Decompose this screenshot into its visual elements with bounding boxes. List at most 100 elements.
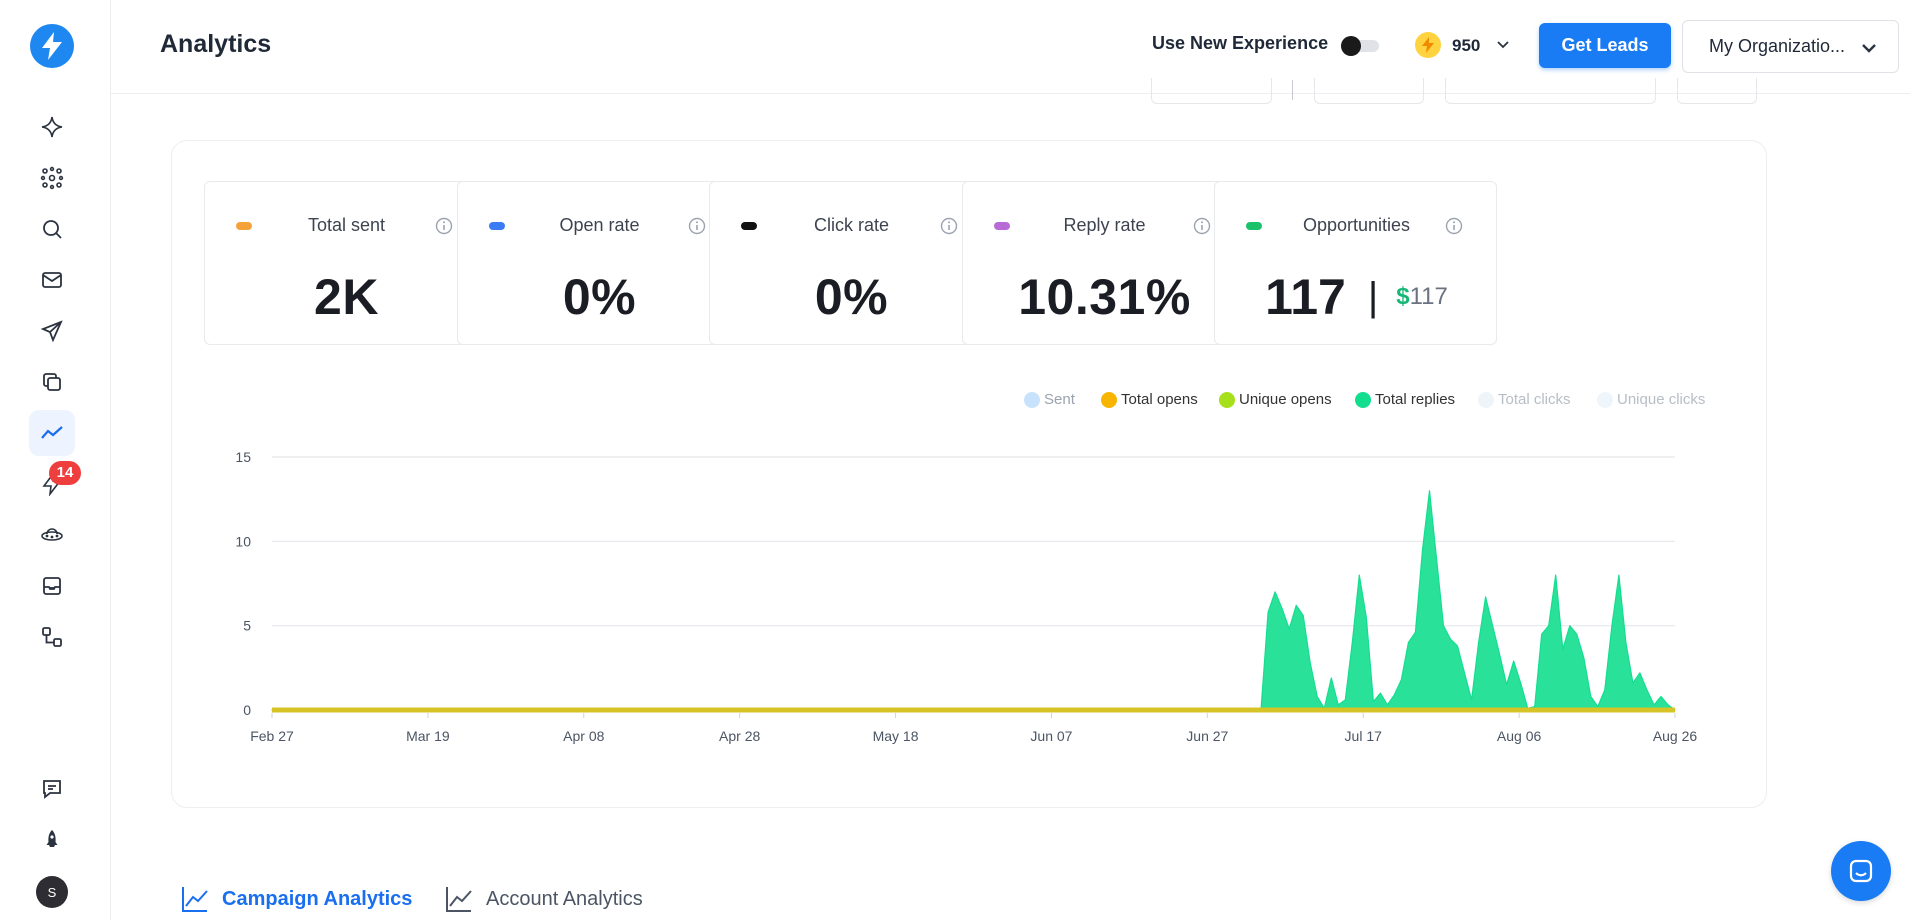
y-tick-label: 10 <box>235 533 251 549</box>
page-title: Analytics <box>160 30 272 58</box>
new-experience-toggle[interactable] <box>1341 36 1381 56</box>
info-icon[interactable] <box>688 217 706 235</box>
y-tick-label: 15 <box>235 449 251 465</box>
legend-label: Total replies <box>1375 391 1456 408</box>
tab-campaign-analytics[interactable]: Campaign Analytics <box>180 884 412 914</box>
notifications-badge: 14 <box>49 461 81 485</box>
legend-item-unique-opens[interactable]: Unique opens <box>1219 391 1332 408</box>
search-icon[interactable] <box>36 213 68 245</box>
info-icon[interactable] <box>940 217 958 235</box>
tab-account-analytics[interactable]: Account Analytics <box>444 884 643 914</box>
tab-label: Account Analytics <box>486 887 643 910</box>
legend-label: Unique opens <box>1239 391 1332 408</box>
stat-card-total-sent: Total sent 2K <box>204 181 487 345</box>
legend-dot <box>1024 391 1040 408</box>
x-tick-label: Feb 27 <box>250 728 294 744</box>
y-tick-label: 5 <box>243 618 251 634</box>
x-tick-label: Jun 07 <box>1030 728 1072 744</box>
x-tick-label: Apr 28 <box>719 728 760 744</box>
opportunities-value: $117 <box>1396 283 1448 310</box>
legend-label: Sent <box>1044 391 1075 408</box>
chat-list-icon[interactable] <box>36 773 68 805</box>
user-avatar[interactable]: S <box>36 876 68 908</box>
organization-name: My Organizatio... <box>1709 36 1846 56</box>
toolbar-divider <box>1292 80 1293 100</box>
rocket-icon[interactable] <box>36 824 68 856</box>
legend-label: Unique clicks <box>1617 391 1706 408</box>
stat-label: Total sent <box>307 215 386 235</box>
sparkle-icon[interactable] <box>36 111 68 143</box>
stat-value: 0% <box>562 269 637 325</box>
opportunities-count: 117 <box>1265 269 1346 325</box>
line-chart-icon <box>446 887 472 912</box>
stat-color-dot <box>741 222 757 230</box>
flow-icon[interactable] <box>36 621 68 653</box>
ufo-icon[interactable] <box>36 519 68 551</box>
stat-color-dot <box>994 222 1010 230</box>
legend-item-total-opens[interactable]: Total opens <box>1101 391 1198 408</box>
stat-value: 10.31% <box>1018 269 1191 325</box>
legend-label: Total clicks <box>1498 391 1571 408</box>
top-header: Analytics Use New Experience 950 Get Lea… <box>111 0 1910 94</box>
stat-label: Reply rate <box>1063 215 1146 235</box>
filter-button[interactable] <box>1314 78 1424 104</box>
legend-item-sent[interactable]: Sent <box>1024 391 1075 408</box>
filter-button[interactable] <box>1151 78 1272 104</box>
stat-color-dot <box>489 222 505 230</box>
legend-dot <box>1597 391 1613 408</box>
date-range-button[interactable] <box>1445 78 1656 104</box>
toggle-knob <box>1341 36 1361 56</box>
mail-icon[interactable] <box>36 264 68 296</box>
stat-value: 0% <box>814 269 889 325</box>
stat-label: Open rate <box>559 215 640 235</box>
info-icon[interactable] <box>1445 217 1463 235</box>
stat-label: Click rate <box>813 215 889 235</box>
info-icon[interactable] <box>435 217 453 235</box>
x-tick-label: Aug 26 <box>1653 728 1698 744</box>
network-icon[interactable] <box>36 162 68 194</box>
credits-value[interactable]: 950 <box>1452 36 1481 55</box>
legend-item-unique-clicks[interactable]: Unique clicks <box>1597 391 1705 408</box>
legend-dot <box>1478 391 1494 408</box>
stat-card-click-rate: Click rate 0% <box>709 181 992 345</box>
x-tick-label: May 18 <box>873 728 919 744</box>
stat-value: 2K <box>314 269 379 325</box>
tab-label: Campaign Analytics <box>222 887 413 910</box>
x-tick-label: Mar 19 <box>406 728 450 744</box>
credits-lightning-icon[interactable] <box>1415 32 1441 58</box>
stat-card-reply-rate: Reply rate 10.31% <box>962 181 1245 345</box>
legend-item-total-clicks[interactable]: Total clicks <box>1478 391 1571 408</box>
line-chart-icon <box>182 887 208 912</box>
analytics-icon[interactable] <box>29 410 75 456</box>
x-tick-label: Jul 17 <box>1345 728 1383 744</box>
analytics-card: Total sent 2K Open rate 0% Click rate 0% Reply… <box>171 140 1767 808</box>
legend-dot <box>1355 391 1371 408</box>
x-tick-label: Apr 08 <box>563 728 604 744</box>
y-tick-label: 0 <box>243 702 251 718</box>
x-tick-label: Aug 06 <box>1497 728 1542 744</box>
legend-item-total-replies[interactable]: Total replies <box>1355 391 1455 408</box>
get-leads-button[interactable]: Get Leads <box>1539 23 1671 68</box>
legend-dot <box>1101 391 1117 408</box>
inbox-icon[interactable] <box>36 570 68 602</box>
stat-card-open-rate: Open rate 0% <box>457 181 740 345</box>
legend-dot <box>1219 391 1235 408</box>
activity-chart: 0 5 10 15 Feb 27 Mar 19 Apr 08 Apr 28 May 18 Jun … <box>235 449 1698 744</box>
info-icon[interactable] <box>1193 217 1211 235</box>
value-separator: | <box>1367 274 1379 319</box>
copy-icon[interactable] <box>36 366 68 398</box>
chart-legend: Sent Total opens Unique opens Total replies… <box>172 391 1768 415</box>
sidebar: 14 S <box>0 0 111 920</box>
chat-icon <box>1849 859 1873 883</box>
organization-select[interactable]: My Organizatio... <box>1682 20 1899 73</box>
stat-color-dot <box>236 222 252 230</box>
support-chat-button[interactable] <box>1831 841 1891 901</box>
app-logo-icon[interactable] <box>30 24 74 68</box>
series-total-replies <box>271 490 1676 711</box>
chevron-down-icon <box>1862 44 1876 53</box>
chevron-down-icon[interactable] <box>1494 36 1512 54</box>
new-experience-label: Use New Experience <box>1152 33 1329 53</box>
more-button[interactable] <box>1677 78 1757 104</box>
send-icon[interactable] <box>36 315 68 347</box>
